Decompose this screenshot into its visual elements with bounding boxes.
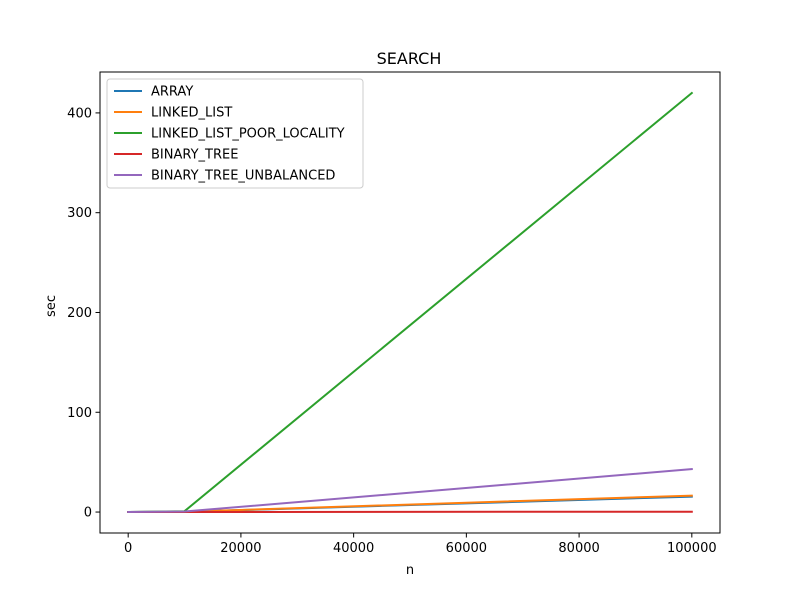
plot-area xyxy=(99,71,721,534)
legend-label: LINKED_LIST xyxy=(151,106,232,121)
legend-box xyxy=(106,78,364,189)
x-tick-label: 80000 xyxy=(558,541,599,556)
series-line-binary-tree-unbalanced xyxy=(127,468,693,514)
chart-title: SEARCH xyxy=(377,49,442,68)
y-axis-label: sec xyxy=(44,295,59,317)
x-tick-label: 40000 xyxy=(333,541,374,556)
y-tick-label: 100 xyxy=(67,406,92,421)
x-tick-label: 20000 xyxy=(220,541,261,556)
legend-label: LINKED_LIST_POOR_LOCALITY xyxy=(151,127,345,142)
x-tick-label: 60000 xyxy=(446,541,487,556)
y-tick-label: 200 xyxy=(67,306,92,321)
x-axis: 0 20000 40000 60000 80000 100000 xyxy=(124,533,717,556)
legend: ARRAY LINKED_LIST LINKED_LIST_POOR_LOCALIT… xyxy=(106,78,364,189)
y-tick-label: 0 xyxy=(84,506,92,521)
x-axis-label: n xyxy=(406,563,414,578)
x-tick-label: 100000 xyxy=(667,541,717,556)
plot-frame xyxy=(99,71,721,534)
legend-label: ARRAY xyxy=(151,85,193,100)
legend-label: BINARY_TREE_UNBALANCED xyxy=(151,169,335,184)
y-tick-label: 300 xyxy=(67,206,92,221)
x-tick-label: 0 xyxy=(124,541,132,556)
y-tick-label: 400 xyxy=(67,106,92,121)
y-axis: 0 100 200 300 400 xyxy=(67,106,100,521)
legend-label: BINARY_TREE xyxy=(151,148,238,163)
